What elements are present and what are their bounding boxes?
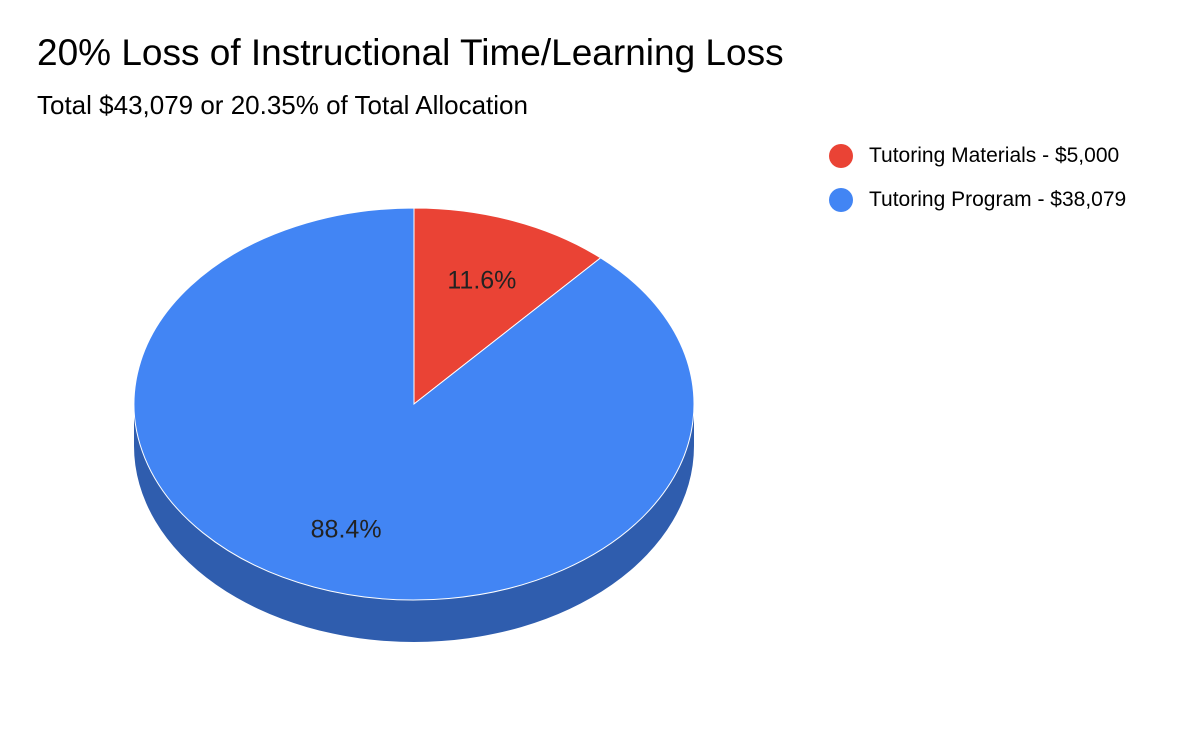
legend-item-tutoring-materials[interactable]: Tutoring Materials - $5,000 bbox=[829, 142, 1126, 170]
legend: Tutoring Materials - $5,000 Tutoring Pro… bbox=[829, 142, 1126, 230]
chart-subtitle: Total $43,079 or 20.35% of Total Allocat… bbox=[37, 90, 528, 120]
legend-swatch-tutoring-program bbox=[829, 188, 853, 212]
legend-swatch-tutoring-materials bbox=[829, 144, 853, 168]
chart-title: 20% Loss of Instructional Time/Learning … bbox=[37, 32, 784, 73]
slice-side-tutoring-program bbox=[134, 404, 694, 642]
legend-item-tutoring-program[interactable]: Tutoring Program - $38,079 bbox=[829, 186, 1126, 214]
slice-tutoring-program[interactable] bbox=[133, 207, 695, 601]
slice-tutoring-materials[interactable] bbox=[413, 207, 602, 406]
pie-labels: 11.6% 88.4% bbox=[311, 266, 517, 543]
pie-depth bbox=[134, 404, 694, 642]
slice-label-tutoring-materials: 11.6% bbox=[447, 266, 516, 294]
legend-label-tutoring-program: Tutoring Program - $38,079 bbox=[869, 188, 1127, 211]
pie-slices bbox=[133, 207, 695, 601]
legend-label-tutoring-materials: Tutoring Materials - $5,000 bbox=[869, 144, 1120, 167]
slice-label-tutoring-program: 88.4% bbox=[311, 516, 382, 544]
